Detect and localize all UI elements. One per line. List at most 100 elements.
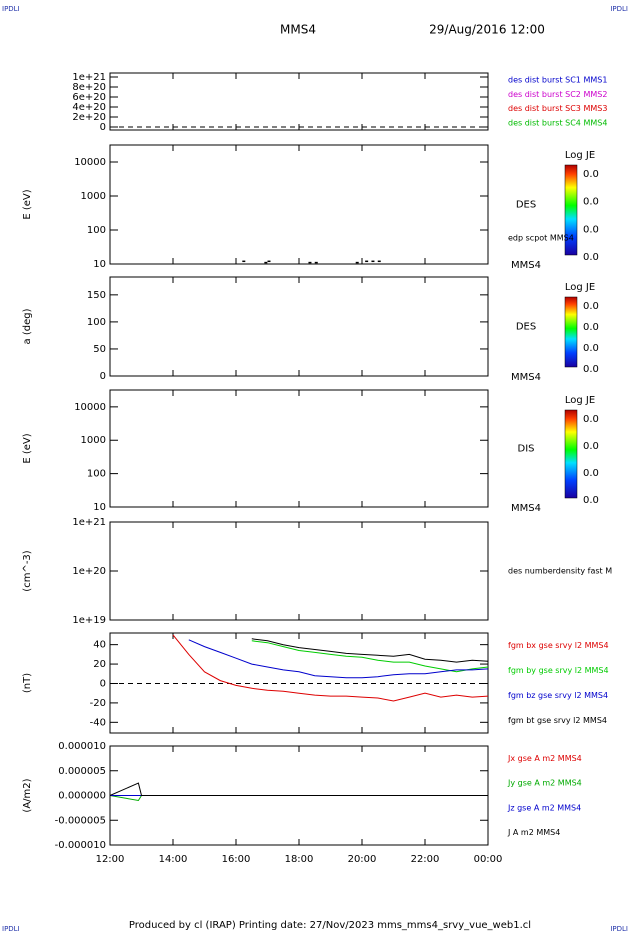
y-tick-label: 1000 bbox=[81, 191, 106, 202]
x-tick-label: 16:00 bbox=[222, 854, 251, 865]
colorbar-tick-label: 0.0 bbox=[583, 343, 599, 354]
series-line bbox=[251, 638, 489, 663]
colorbar-tick-label: 0.0 bbox=[583, 224, 599, 235]
y-tick-label: 1e+20 bbox=[72, 566, 106, 577]
spacecraft-label: MMS4 bbox=[511, 503, 541, 514]
colorbar-tick-label: 0.0 bbox=[583, 441, 599, 452]
y-tick-label: 100 bbox=[87, 469, 106, 480]
y-tick-label: 150 bbox=[87, 290, 106, 301]
y-tick-label: 100 bbox=[87, 317, 106, 328]
y-tick-label: 10 bbox=[93, 502, 106, 513]
legend-entry: Jx gse A m2 MMS4 bbox=[507, 754, 582, 763]
colorbar-title: Log JE bbox=[565, 282, 595, 293]
spacecraft-label: MMS4 bbox=[511, 372, 541, 383]
y-tick-label: 0 bbox=[100, 371, 106, 382]
legend-entry: des dist burst SC3 MMS3 bbox=[508, 104, 607, 113]
instrument-label: DES bbox=[516, 200, 536, 211]
corner-label: IPDLI bbox=[2, 925, 20, 933]
corner-label: IPDLI bbox=[610, 925, 628, 933]
y-tick-label: 10 bbox=[93, 259, 106, 270]
colorbar-tick-label: 0.0 bbox=[583, 322, 599, 333]
y-tick-label: 50 bbox=[93, 344, 106, 355]
colorbar bbox=[564, 409, 578, 499]
x-tick-label: 00:00 bbox=[474, 854, 503, 865]
y-tick-label: -0.000005 bbox=[55, 815, 106, 826]
y-tick-label: -40 bbox=[90, 717, 106, 728]
corner-label: IPDLI bbox=[2, 5, 20, 13]
x-tick-label: 12:00 bbox=[96, 854, 125, 865]
series-line bbox=[172, 634, 489, 702]
colorbar-tick-label: 0.0 bbox=[583, 495, 599, 506]
legend-entry: des dist burst SC2 MMS2 bbox=[508, 90, 607, 99]
date: 29/Aug/2016 12:00 bbox=[429, 23, 545, 37]
y-tick-label: 10000 bbox=[74, 402, 106, 413]
legend-entry: des dist burst SC4 MMS4 bbox=[508, 118, 607, 127]
title: MMS4 bbox=[280, 23, 316, 37]
plot-frame bbox=[109, 389, 489, 508]
colorbar-tick-label: 0.0 bbox=[583, 197, 599, 208]
y-axis-label: (cm^-3) bbox=[22, 550, 33, 591]
legend-entry: Jy gse A m2 MMS4 bbox=[507, 779, 582, 788]
colorbar bbox=[564, 296, 578, 368]
y-tick-label: 6e+20 bbox=[72, 92, 106, 103]
y-axis-label: (nT) bbox=[22, 673, 33, 693]
x-tick-label: 20:00 bbox=[348, 854, 377, 865]
legend-entry: des numberdensity fast M bbox=[508, 567, 612, 576]
legend-entry: fgm bx gse srvy l2 MMS4 bbox=[508, 641, 609, 650]
series-line bbox=[188, 639, 489, 679]
y-tick-label: 8e+20 bbox=[72, 82, 106, 93]
y-tick-label: 1e+21 bbox=[72, 72, 106, 83]
legend-entry: Jz gse A m2 MMS4 bbox=[507, 803, 581, 812]
y-tick-label: 0 bbox=[100, 678, 106, 689]
colorbar-title: Log JE bbox=[565, 395, 595, 406]
y-axis-label: E (eV) bbox=[22, 433, 33, 463]
x-tick-label: 22:00 bbox=[411, 854, 440, 865]
colorbar-tick-label: 0.0 bbox=[583, 364, 599, 375]
y-tick-label: 4e+20 bbox=[72, 102, 106, 113]
colorbar-tick-label: 0.0 bbox=[583, 169, 599, 180]
instrument-label: DES bbox=[516, 322, 536, 333]
y-tick-label: 40 bbox=[93, 640, 106, 651]
y-tick-label: 0.000010 bbox=[58, 741, 106, 752]
y-axis-label: (A/m2) bbox=[22, 778, 33, 812]
legend-entry: fgm bt gse srvy l2 MMS4 bbox=[508, 716, 607, 725]
legend-entry: fgm bz gse srvy l2 MMS4 bbox=[508, 691, 608, 700]
x-tick-label: 18:00 bbox=[285, 854, 314, 865]
series-line bbox=[109, 782, 488, 796]
legend-entry: des dist burst SC1 MMS1 bbox=[508, 76, 607, 85]
plot-frame bbox=[109, 276, 489, 377]
y-tick-label: 100 bbox=[87, 225, 106, 236]
colorbar-tick-label: 0.0 bbox=[583, 252, 599, 263]
y-tick-label: 20 bbox=[93, 659, 106, 670]
colorbar-tick-label: 0.0 bbox=[583, 301, 599, 312]
series-line bbox=[109, 795, 488, 802]
y-tick-label: -20 bbox=[90, 698, 106, 709]
y-tick-label: 1e+21 bbox=[72, 517, 106, 528]
y-tick-label: 1000 bbox=[81, 435, 106, 446]
plot-frame bbox=[109, 144, 489, 265]
colorbar-tick-label: 0.0 bbox=[583, 468, 599, 479]
y-axis-label: E (eV) bbox=[22, 189, 33, 219]
y-tick-label: 2e+20 bbox=[72, 112, 106, 123]
spacecraft-label: MMS4 bbox=[511, 260, 541, 271]
plot-frame bbox=[109, 521, 489, 621]
series-label: edp scpot MMS4 bbox=[508, 233, 574, 242]
legend-entry: J A m2 MMS4 bbox=[507, 828, 560, 837]
y-axis-label: a (deg) bbox=[22, 308, 33, 344]
colorbar-title: Log JE bbox=[565, 150, 595, 161]
colorbar-tick-label: 0.0 bbox=[583, 414, 599, 425]
y-tick-label: 10000 bbox=[74, 157, 106, 168]
legend-entry: fgm by gse srvy l2 MMS4 bbox=[508, 666, 609, 675]
x-tick-label: 14:00 bbox=[159, 854, 188, 865]
colorbar bbox=[564, 164, 578, 256]
y-tick-label: 0 bbox=[100, 122, 106, 133]
plot-frame bbox=[109, 72, 489, 131]
corner-label: IPDLI bbox=[610, 5, 628, 13]
y-tick-label: 0.000000 bbox=[58, 791, 106, 802]
y-tick-label: 1e+19 bbox=[72, 615, 106, 626]
instrument-label: DIS bbox=[518, 444, 535, 455]
y-tick-label: -0.000010 bbox=[55, 840, 106, 851]
y-tick-label: 0.000005 bbox=[58, 766, 106, 777]
footer: Produced by cl (IRAP) Printing date: 27/… bbox=[129, 920, 531, 931]
